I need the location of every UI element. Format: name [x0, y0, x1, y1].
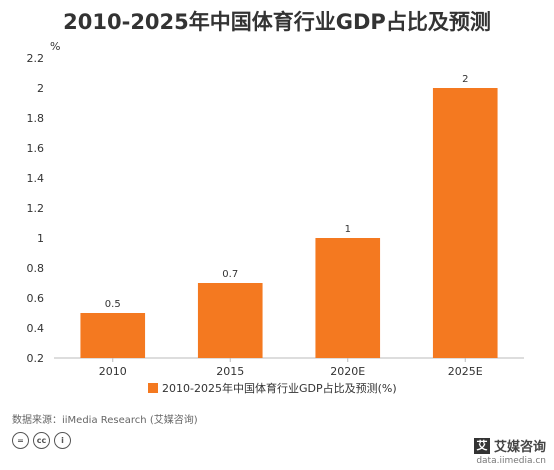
y-tick-label: 1.2 [27, 202, 45, 215]
y-tick-label: 1.8 [27, 112, 45, 125]
brand-name: 艾媒咨询 [493, 440, 546, 455]
brand-url: data.iimedia.cn [476, 456, 546, 466]
y-tick-label: 2.2 [27, 52, 45, 65]
x-tick-label: 2025E [448, 365, 483, 378]
y-tick-label: 1 [37, 232, 44, 245]
data-source: 数据来源：iiMedia Research (艾媒咨询) [12, 415, 198, 426]
brand-logo-icon: 艾 [473, 437, 490, 454]
x-tick-label: 2015 [216, 365, 244, 378]
y-tick-label: 0.4 [27, 322, 45, 335]
chart-title: 2010-2025年中国体育行业GDP占比及预测 [63, 10, 491, 34]
x-tick-label: 2010 [99, 365, 127, 378]
y-axis-unit: % [50, 40, 60, 53]
data-label: 0.5 [105, 299, 121, 310]
y-tick-label: 2 [37, 82, 44, 95]
data-label: 0.7 [222, 269, 238, 280]
data-label: 2 [462, 74, 468, 85]
cc-person-icon: i [54, 432, 71, 449]
y-tick-label: 0.8 [27, 262, 45, 275]
license-icons: = cc i [12, 432, 71, 449]
data-label: 1 [345, 224, 351, 235]
brand-watermark: 艾 艾媒咨询 data.iimedia.cn [473, 436, 546, 466]
y-tick-label: 0.2 [27, 352, 45, 365]
y-tick-label: 0.6 [27, 292, 45, 305]
x-tick-label: 2020E [330, 365, 365, 378]
bar [432, 88, 498, 358]
bar [315, 238, 381, 358]
legend-label: 2010-2025年中国体育行业GDP占比及预测(%) [162, 381, 397, 395]
y-tick-label: 1.4 [27, 172, 45, 185]
cc-equal-icon: = [12, 432, 29, 449]
cc-icon: cc [33, 432, 50, 449]
legend-swatch [148, 383, 158, 393]
y-tick-label: 1.6 [27, 142, 45, 155]
bar [197, 283, 263, 358]
bar [80, 313, 146, 358]
